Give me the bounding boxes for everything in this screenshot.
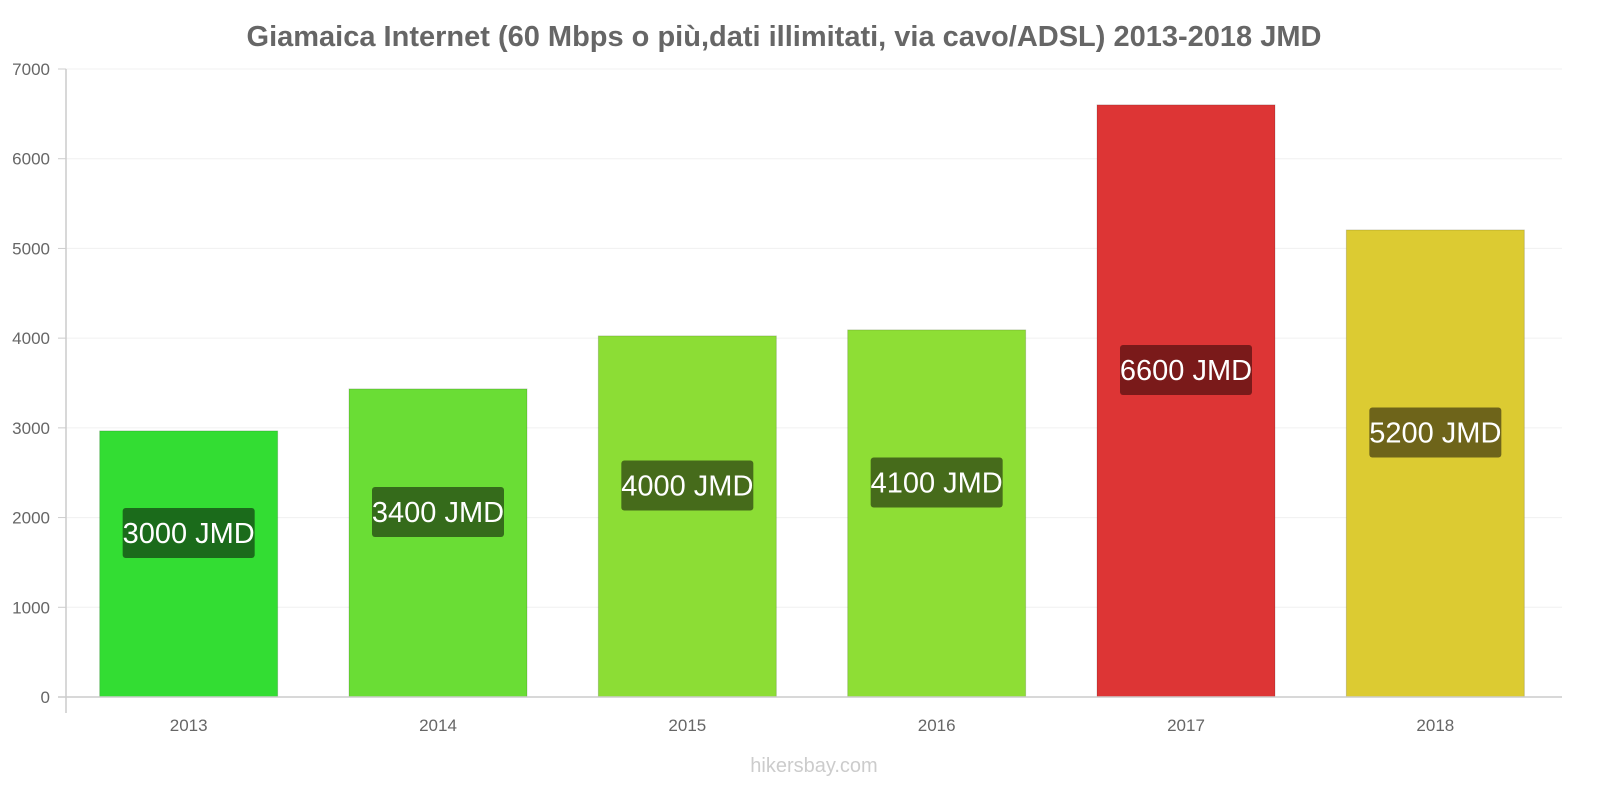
bar-2013	[99, 430, 279, 698]
bar-2016	[847, 329, 1027, 698]
x-tick-label: 2016	[918, 716, 956, 735]
bar-2018	[1345, 229, 1525, 698]
data-label-box	[870, 457, 1003, 508]
data-label-box	[122, 507, 255, 558]
data-label-box	[372, 486, 504, 537]
x-tick-label: 2017	[1167, 716, 1205, 735]
x-tick-label: 2014	[419, 716, 457, 735]
watermark: hikersbay.com	[750, 755, 877, 777]
data-label: 4000 JMD	[621, 470, 753, 502]
data-label: 4100 JMD	[871, 467, 1003, 499]
chart-title: Giamaica Internet (60 Mbps o più,dati il…	[247, 21, 1322, 53]
y-tick-label: 3000	[12, 419, 50, 438]
y-tick-label: 2000	[12, 509, 50, 528]
data-label-box	[621, 460, 754, 511]
x-tick-label: 2013	[170, 716, 208, 735]
y-tick-label: 1000	[12, 598, 50, 617]
data-label-box	[1120, 344, 1252, 395]
data-label-box	[1369, 407, 1502, 458]
bar-2014	[348, 388, 528, 698]
x-tick-label: 2018	[1416, 716, 1454, 735]
y-tick-label: 7000	[12, 60, 50, 79]
data-label: 3000 JMD	[123, 518, 255, 550]
y-tick-label: 0	[41, 688, 50, 707]
y-tick-label: 4000	[12, 329, 50, 348]
x-tick-label: 2015	[668, 716, 706, 735]
y-tick-label: 5000	[12, 239, 50, 258]
y-tick-label: 6000	[12, 150, 50, 169]
bar-2017	[1096, 104, 1276, 698]
bar-2015	[597, 335, 777, 698]
data-label: 3400 JMD	[372, 497, 504, 529]
data-label: 6600 JMD	[1120, 355, 1252, 387]
data-label: 5200 JMD	[1369, 417, 1501, 449]
